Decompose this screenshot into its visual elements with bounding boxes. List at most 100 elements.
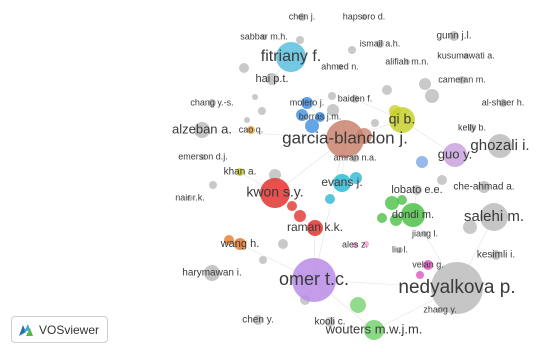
unlabeled-node[interactable] (416, 156, 428, 168)
node-bubble-qi-b[interactable] (389, 107, 415, 133)
node-bubble-raman-k-k[interactable] (307, 220, 323, 236)
node-label-raman-k-k[interactable]: raman k.k. (287, 220, 343, 234)
node-bubble-kwon-s-y[interactable] (260, 178, 290, 208)
node-label-emerson-d-j[interactable]: emerson d.j. (178, 151, 228, 161)
node-label-al-shaer-h[interactable]: al-shaer h. (482, 97, 525, 107)
node-label-ahmed-n[interactable]: ahmed n. (321, 61, 359, 71)
node-bubble-chen-j[interactable] (298, 13, 306, 21)
unlabeled-node[interactable] (296, 36, 304, 44)
node-label-zhang-y[interactable]: zhang y. (423, 304, 456, 314)
node-label-chen-j[interactable]: chen j. (289, 11, 316, 21)
node-label-kusumawati-a[interactable]: kusumawati a. (437, 50, 495, 60)
node-bubble-omer-t-c[interactable] (292, 258, 336, 302)
unlabeled-node[interactable] (377, 213, 387, 223)
unlabeled-node[interactable] (244, 117, 250, 123)
node-bubble-emerson-d-j[interactable] (200, 154, 206, 160)
unlabeled-node[interactable] (258, 107, 266, 115)
node-label-molero-j[interactable]: molero j. (290, 97, 325, 107)
node-label-gunn-j-l[interactable]: gunn j.l. (436, 31, 471, 42)
node-label-ghozali-i[interactable]: ghozali i. (470, 137, 529, 154)
node-label-nedyalkova-p[interactable]: nedyalkova p. (398, 277, 515, 298)
node-bubble-ahmed-n[interactable] (337, 64, 343, 70)
node-label-cameran-m[interactable]: cameran m. (438, 74, 486, 84)
node-label-alzeban-a[interactable]: alzeban a. (172, 121, 232, 136)
node-bubble-cameran-m[interactable] (458, 76, 466, 84)
node-label-wang-h[interactable]: wang h. (220, 238, 260, 250)
node-bubble-ghozali-i[interactable] (488, 134, 512, 158)
node-label-liu-l[interactable]: liu l. (392, 244, 408, 254)
node-label-fitriany-f[interactable]: fitriany f. (261, 48, 321, 65)
unlabeled-node[interactable] (416, 271, 424, 279)
unlabeled-node[interactable] (325, 194, 335, 204)
node-bubble-gunn-j-l[interactable] (449, 31, 459, 41)
node-label-hapsoro-d[interactable]: hapsoro d. (343, 11, 386, 21)
node-bubble-baiden-f[interactable] (351, 95, 359, 103)
node-bubble-nedyalkova-p[interactable] (431, 262, 483, 314)
node-label-lobato-e-e[interactable]: lobato e.e. (391, 184, 442, 196)
node-bubble-alifiah-m-n[interactable] (404, 59, 410, 65)
node-label-kwon-s-y[interactable]: kwon s.y. (246, 184, 303, 200)
node-label-alifiah-m-n[interactable]: alifiah m.n. (385, 56, 429, 66)
node-bubble-hapsoro-d[interactable] (361, 14, 367, 20)
node-label-guo-y[interactable]: guo y. (438, 146, 472, 161)
unlabeled-node[interactable] (425, 89, 439, 103)
node-label-sabbar-m-h[interactable]: sabbar m.h. (240, 31, 288, 41)
unlabeled-node[interactable] (252, 94, 258, 100)
unlabeled-node[interactable] (296, 109, 308, 121)
unlabeled-node[interactable] (348, 46, 356, 54)
node-label-evans-j[interactable]: evans j. (321, 175, 362, 189)
node-label-che-ahmad-a[interactable]: che-ahmad a. (453, 182, 514, 193)
node-bubble-chen-y[interactable] (253, 315, 263, 325)
node-bubble-jiang-l[interactable] (422, 231, 428, 237)
node-bubble-borras-j-m[interactable] (315, 112, 325, 122)
node-bubble-ales-z[interactable] (352, 242, 358, 248)
node-label-qi-b[interactable]: qi b. (389, 111, 415, 127)
node-label-amran-n-a[interactable]: amran n.a. (333, 152, 376, 162)
unlabeled-node[interactable] (328, 92, 336, 100)
node-bubble-kelly-b[interactable] (468, 124, 476, 132)
node-bubble-evans-j[interactable] (333, 174, 351, 192)
unlabeled-node[interactable] (209, 181, 217, 189)
unlabeled-node[interactable] (437, 175, 447, 185)
unlabeled-node[interactable] (390, 214, 402, 226)
node-bubble-guo-y[interactable] (443, 143, 467, 167)
node-bubble-al-shaer-h[interactable] (499, 99, 507, 107)
unlabeled-node[interactable] (419, 78, 431, 90)
node-bubble-liu-l[interactable] (397, 247, 403, 253)
node-bubble-cao-q[interactable] (247, 126, 255, 134)
node-bubble-lobato-e-e[interactable] (412, 185, 422, 195)
unlabeled-node[interactable] (294, 210, 306, 222)
node-bubble-velan-g[interactable] (423, 260, 433, 270)
node-label-hai-p-t[interactable]: hai p.t. (255, 73, 288, 85)
node-bubble-nair-r-k[interactable] (187, 195, 193, 201)
node-label-kelly-b[interactable]: kelly b. (458, 122, 486, 132)
unlabeled-node[interactable] (463, 220, 477, 234)
unlabeled-node[interactable] (385, 196, 399, 210)
unlabeled-node[interactable] (259, 256, 267, 264)
node-label-borras-j-m[interactable]: borras j.m. (299, 111, 342, 121)
node-label-velan-g[interactable]: velan g. (412, 259, 444, 269)
node-label-salehi-m[interactable]: salehi m. (464, 208, 524, 225)
node-label-jiang-l[interactable]: jiang l. (411, 228, 438, 238)
node-label-chen-y[interactable]: chen y. (242, 315, 274, 326)
node-bubble-kusumawati-a[interactable] (463, 53, 469, 59)
node-label-kooli-c[interactable]: kooli c. (314, 317, 345, 328)
node-bubble-hai-p-t[interactable] (266, 73, 278, 85)
unlabeled-node[interactable] (239, 63, 249, 73)
node-bubble-zhang-y[interactable] (437, 307, 443, 313)
node-bubble-kooli-c[interactable] (325, 317, 335, 327)
node-bubble-chang-y-s[interactable] (208, 99, 216, 107)
unlabeled-node[interactable] (278, 239, 288, 249)
node-bubble-amran-n-a[interactable] (351, 154, 359, 162)
node-label-khan-a[interactable]: khan a. (224, 167, 257, 178)
node-bubble-ismail-a-h[interactable] (376, 40, 384, 48)
node-label-cao-q[interactable]: cao q. (239, 124, 264, 134)
node-label-chang-y-s[interactable]: chang y.-s. (190, 97, 233, 107)
unlabeled-node[interactable] (287, 201, 297, 211)
node-label-baiden-f[interactable]: baiden f. (338, 93, 373, 103)
unlabeled-node[interactable] (397, 195, 407, 205)
unlabeled-node[interactable] (269, 169, 281, 181)
node-bubble-garcia-blandon-j[interactable] (326, 120, 364, 158)
node-bubble-wouters-m-w-j-m[interactable] (364, 320, 384, 340)
